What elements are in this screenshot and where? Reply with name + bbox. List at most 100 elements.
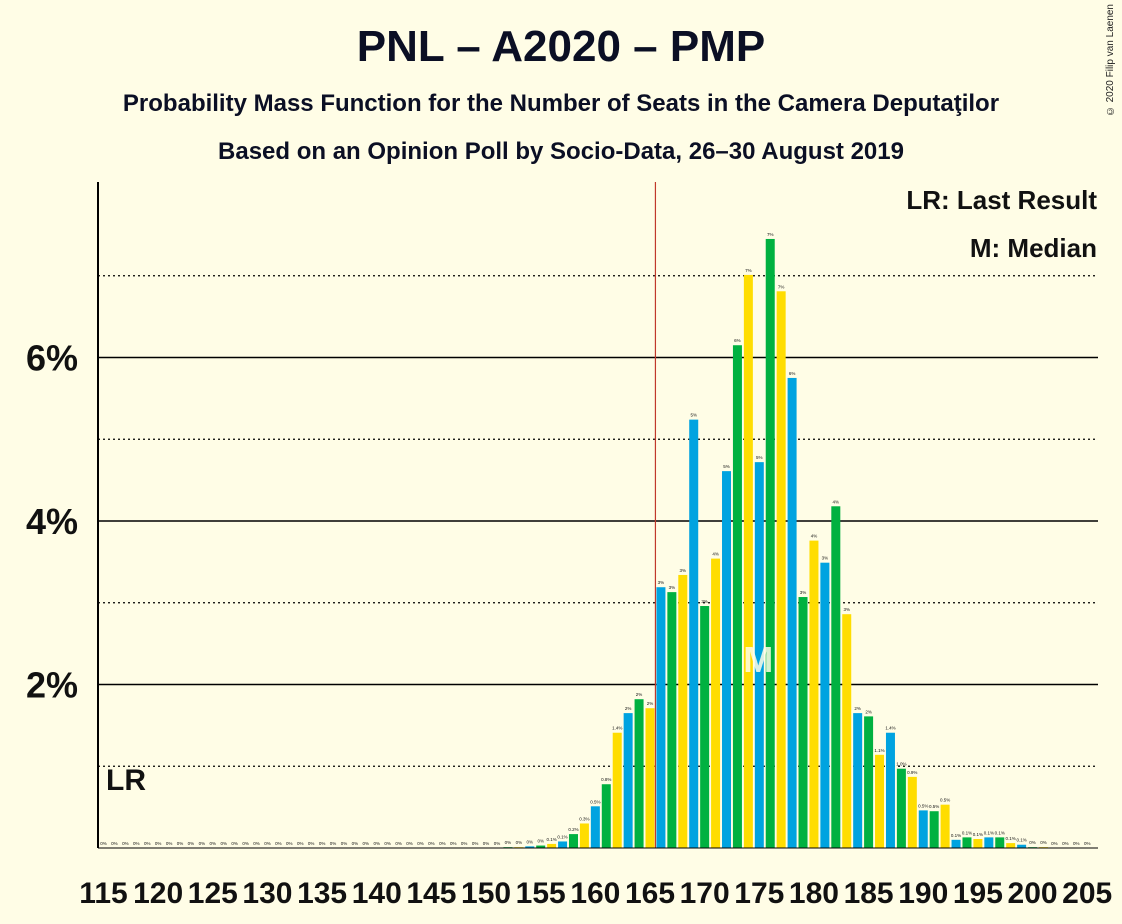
bar-data-label: 0% xyxy=(199,841,206,846)
bar-data-label: 0% xyxy=(144,841,151,846)
bar-seat-189 xyxy=(907,776,917,848)
bar-data-label: 0% xyxy=(133,841,140,846)
bar-data-label: 0% xyxy=(1051,841,1058,846)
bar-data-label: 0% xyxy=(395,841,402,846)
bar-seat-187 xyxy=(885,732,895,848)
bar-data-label: 0% xyxy=(166,841,173,846)
bar-data-label: 2% xyxy=(865,709,872,714)
bar-data-label: 0.1% xyxy=(962,830,972,835)
bar-data-label: 3% xyxy=(680,568,687,573)
x-tick-label: 120 xyxy=(133,877,183,910)
bar-data-label: 0% xyxy=(188,841,195,846)
bar-data-label: 0% xyxy=(100,841,107,846)
bar-seat-173 xyxy=(732,345,742,848)
bar-seat-178 xyxy=(787,377,797,848)
x-tick-label: 180 xyxy=(789,877,839,910)
bar-seat-198 xyxy=(1006,843,1016,848)
bar-data-label: 7% xyxy=(778,284,785,289)
bar-data-label: 0.8% xyxy=(601,777,611,782)
bar-data-label: 2% xyxy=(854,706,861,711)
bar-seat-175 xyxy=(754,462,764,848)
bar-data-label: 0% xyxy=(275,841,282,846)
bar-data-label: 0.1% xyxy=(1006,836,1016,841)
bar-data-label: 0% xyxy=(483,841,490,846)
bar-seat-161 xyxy=(601,784,611,848)
bar-data-label: 0.5% xyxy=(918,803,928,808)
bar-data-label: 2% xyxy=(636,692,643,697)
bar-data-label: 0% xyxy=(516,840,523,845)
bar-seat-169 xyxy=(689,419,699,848)
bar-data-label: 4% xyxy=(712,552,719,557)
bar-seat-158 xyxy=(568,834,578,848)
bar-data-label: 0% xyxy=(417,841,424,846)
x-tick-label: 190 xyxy=(898,877,948,910)
legend-last-result: LR: Last Result xyxy=(906,185,1097,215)
bar-seat-180 xyxy=(809,540,819,848)
x-tick-label: 130 xyxy=(242,877,292,910)
x-tick-label: 115 xyxy=(79,877,127,910)
chart-subtitle: Probability Mass Function for the Number… xyxy=(122,90,1000,117)
bar-data-label: 7% xyxy=(767,232,774,237)
bar-data-label: 0% xyxy=(373,841,380,846)
bar-seat-176 xyxy=(765,238,775,848)
bar-seat-192 xyxy=(940,804,950,848)
bar-seat-170 xyxy=(700,606,710,848)
bar-seat-179 xyxy=(798,597,808,848)
legend-median: M: Median xyxy=(970,233,1097,263)
x-tick-label: 175 xyxy=(734,877,784,910)
x-tick-label: 150 xyxy=(461,877,511,910)
bar-data-label: 3% xyxy=(800,590,807,595)
bar-data-label: 0% xyxy=(111,841,118,846)
bar-data-label: 0% xyxy=(450,841,457,846)
bar-data-label: 5% xyxy=(690,413,697,418)
bar-seat-156 xyxy=(547,843,557,848)
bar-seat-165 xyxy=(645,708,655,848)
x-tick-label: 205 xyxy=(1062,877,1112,910)
bar-data-label: 0% xyxy=(297,841,304,846)
bar-data-label: 0% xyxy=(242,841,249,846)
bar-seat-163 xyxy=(623,713,633,848)
bar-data-label: 0% xyxy=(210,841,217,846)
bar-seat-171 xyxy=(711,558,721,848)
bar-data-label: 1.4% xyxy=(885,726,895,731)
bar-seat-196 xyxy=(984,837,994,848)
y-tick-label: 6% xyxy=(26,338,78,379)
bar-data-label: 1.4% xyxy=(612,726,622,731)
bar-data-label: 0.1% xyxy=(557,834,567,839)
bar-seat-177 xyxy=(776,291,786,849)
bar-seat-159 xyxy=(579,823,589,848)
bar-data-label: 0% xyxy=(1040,840,1047,845)
bar-data-label: 0% xyxy=(527,839,534,844)
bar-data-label: 0% xyxy=(537,839,544,844)
x-tick-label: 200 xyxy=(1008,877,1058,910)
bar-seat-157 xyxy=(558,841,568,848)
bar-data-label: 0% xyxy=(253,841,260,846)
bar-data-label: 0% xyxy=(472,841,479,846)
bar-data-label: 0% xyxy=(384,841,391,846)
bar-data-label: 1.1% xyxy=(874,748,884,753)
bar-data-label: 0% xyxy=(439,841,446,846)
bar-data-label: 0.1% xyxy=(546,837,556,842)
bar-data-label: 0.5% xyxy=(929,804,939,809)
bar-seat-190 xyxy=(918,810,928,848)
bar-seat-172 xyxy=(722,471,732,848)
bar-data-label: 0.3% xyxy=(579,816,589,821)
bar-data-label: 0.1% xyxy=(973,832,983,837)
bar-seat-183 xyxy=(842,614,852,848)
bar-data-label: 0% xyxy=(177,841,184,846)
bar-data-label: 0.5% xyxy=(940,798,950,803)
bar-seat-167 xyxy=(667,592,677,848)
bar-data-label: 0.1% xyxy=(995,830,1005,835)
bar-seat-195 xyxy=(973,839,983,848)
bar-seat-174 xyxy=(743,274,753,848)
bar-seat-164 xyxy=(634,699,644,848)
bar-data-label: 0% xyxy=(363,841,370,846)
bar-data-label: 0% xyxy=(505,840,512,845)
bar-data-label: 6% xyxy=(789,371,796,376)
bar-seat-199 xyxy=(1017,844,1027,848)
bar-data-label: 3% xyxy=(701,599,708,604)
bar-data-label: 0% xyxy=(461,841,468,846)
x-tick-label: 165 xyxy=(625,877,675,910)
bar-seat-160 xyxy=(590,806,600,848)
bar-data-label: 0% xyxy=(286,841,293,846)
